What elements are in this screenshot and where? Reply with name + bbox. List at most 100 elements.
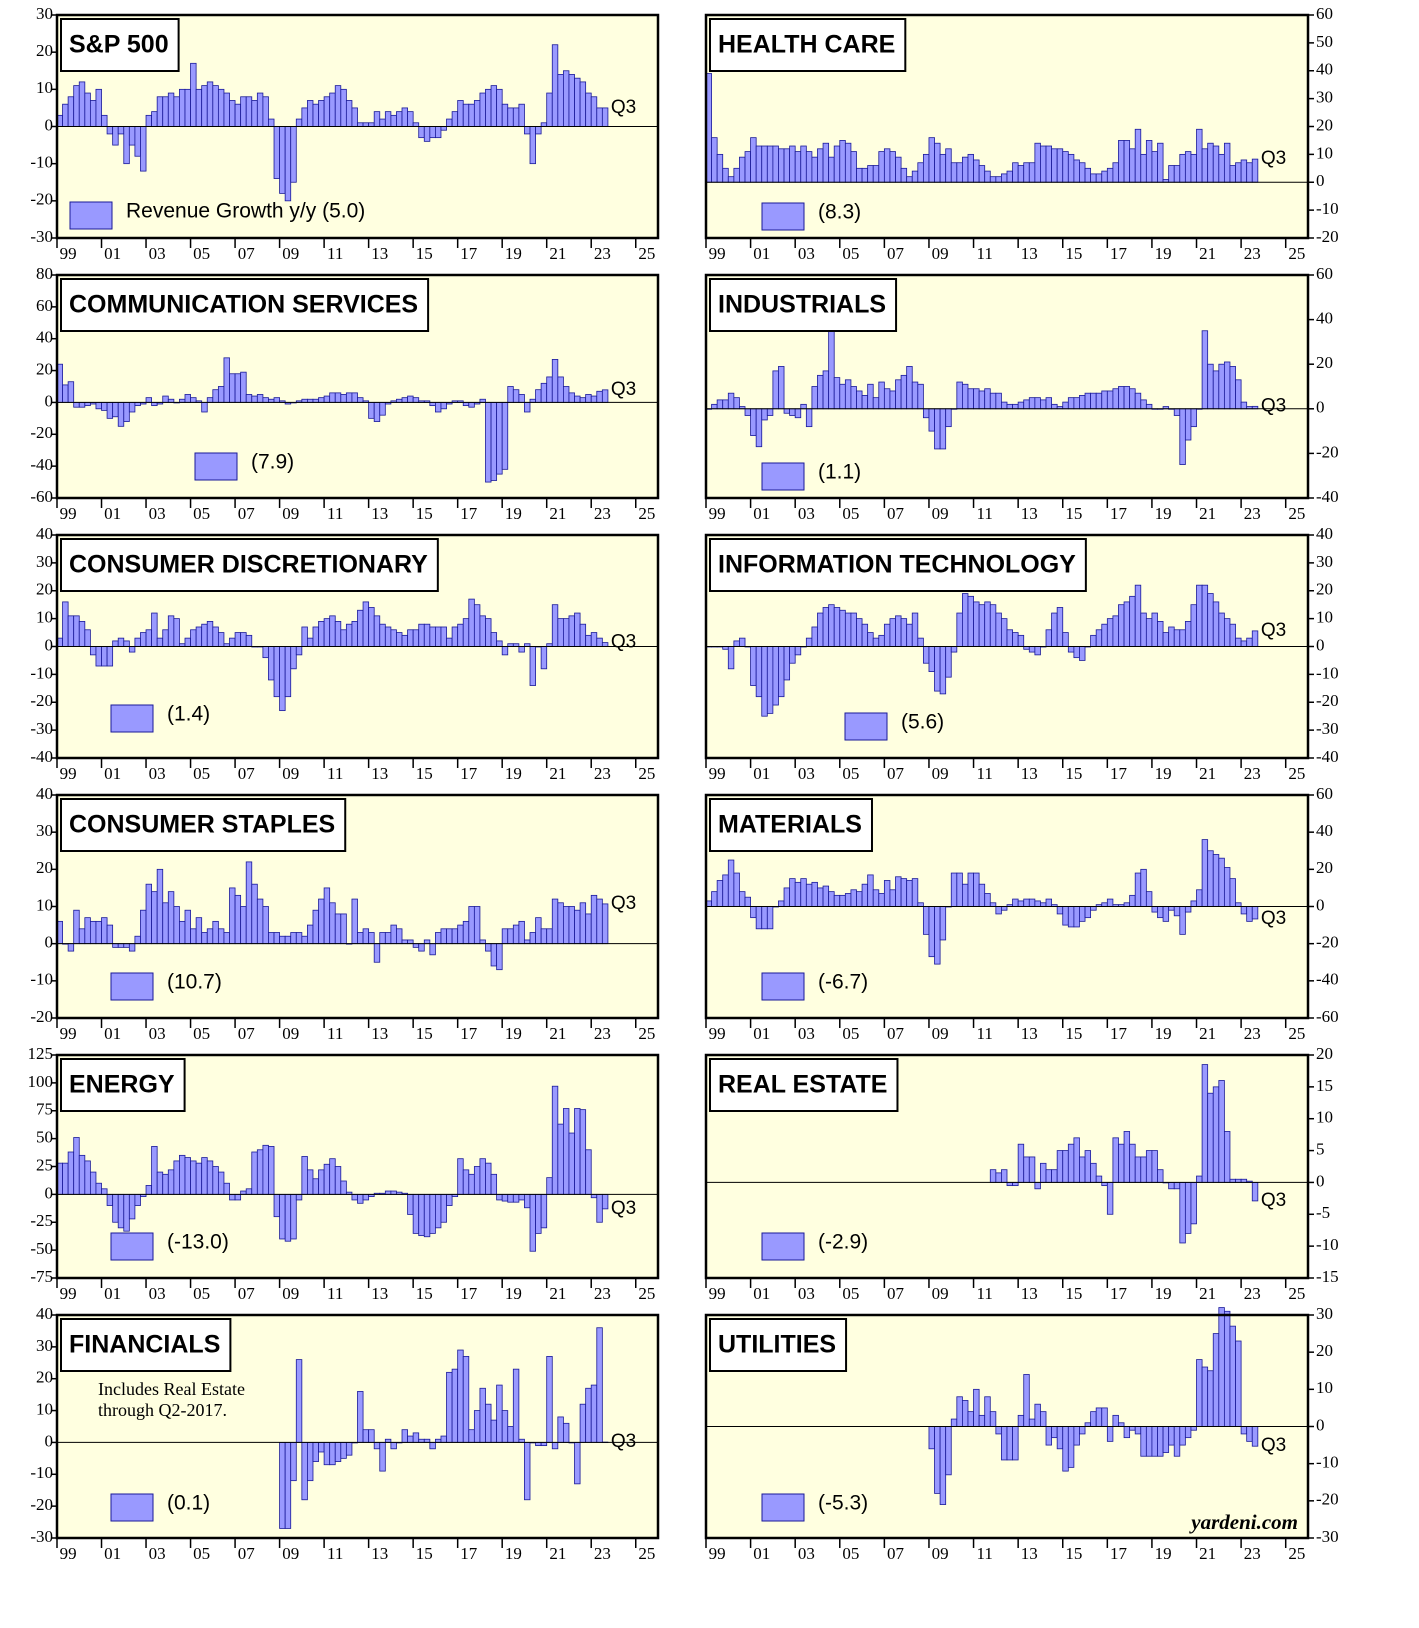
legend-swatch <box>761 972 805 1001</box>
bar <box>1084 167 1092 183</box>
bar <box>268 118 275 127</box>
bar <box>989 1411 997 1427</box>
x-tick-label: 99 <box>709 504 726 523</box>
x-tick-label: 11 <box>327 244 343 263</box>
x-tick-label: 11 <box>977 1284 993 1303</box>
bar <box>906 366 913 410</box>
bar <box>1173 408 1181 416</box>
bar <box>1045 145 1052 183</box>
bar <box>462 1169 470 1195</box>
bar <box>1129 1426 1136 1431</box>
x-tick-label: 99 <box>709 244 726 263</box>
bar <box>1212 601 1220 647</box>
bar <box>917 637 924 647</box>
bar <box>340 1180 347 1195</box>
bar <box>557 74 564 127</box>
panel: -30 -20 -10 0 10 20 30 40 99 01 03 05 07 09 11 13 15 17 19… <box>30 1304 660 1563</box>
bar <box>761 145 768 183</box>
bar <box>562 386 570 403</box>
bar <box>590 632 598 647</box>
x-tick-label: 19 <box>505 1024 522 1043</box>
bar <box>1190 408 1197 428</box>
bar <box>872 637 880 647</box>
bar <box>373 615 381 647</box>
bar <box>1123 140 1131 183</box>
x-tick-label: 13 <box>1021 1284 1038 1303</box>
bar <box>551 359 559 403</box>
bar <box>1067 153 1075 183</box>
bar <box>1179 629 1186 647</box>
legend-label: (-13.0) <box>167 1231 229 1254</box>
bar <box>1140 153 1147 183</box>
x-tick-label: 15 <box>416 1544 433 1563</box>
bar <box>179 920 186 945</box>
bar <box>883 880 891 907</box>
bar <box>412 397 420 403</box>
plot-frame <box>55 1053 660 1280</box>
panel: -30 -20 -10 0 10 20 30 99 01 03 05 07 09 11 13 15 17 19 21… <box>30 4 660 263</box>
x-tick-label: 17 <box>460 1284 478 1303</box>
x-tick-label: 21 <box>549 1024 566 1043</box>
bar <box>1090 392 1097 410</box>
bar <box>585 1387 592 1443</box>
bar <box>195 88 203 127</box>
bar <box>379 118 386 127</box>
bar <box>1006 403 1013 410</box>
bar <box>922 153 930 183</box>
y-tick-label: -20 <box>1316 227 1339 246</box>
y-tick-label: -20 <box>1316 1490 1339 1509</box>
x-tick-label: 07 <box>887 1024 905 1043</box>
bar <box>89 646 97 656</box>
bar <box>106 126 114 135</box>
bar <box>512 1193 520 1203</box>
bar <box>984 170 991 183</box>
bar <box>295 646 303 656</box>
plot-frame <box>55 1313 660 1540</box>
bar <box>440 126 447 131</box>
x-tick-label: 17 <box>1110 1284 1128 1303</box>
bar <box>1118 1422 1125 1427</box>
bar <box>1101 902 1108 907</box>
bar <box>727 392 735 410</box>
bar <box>1040 145 1047 183</box>
bar <box>234 632 242 647</box>
y-tick-label: 40 <box>1316 524 1333 543</box>
bar <box>479 615 486 647</box>
bar <box>1212 145 1220 183</box>
bar <box>362 122 370 127</box>
bar <box>1218 857 1225 907</box>
bar <box>524 1442 531 1501</box>
bar <box>446 1371 453 1443</box>
y-tick-label: -20 <box>30 423 53 442</box>
bar <box>1201 330 1209 410</box>
bar <box>934 646 941 692</box>
annotation: Q3 <box>611 632 636 653</box>
panel-title: HEALTH CARE <box>718 31 895 59</box>
bar <box>1201 1366 1209 1427</box>
bar <box>329 92 336 127</box>
bar <box>844 893 852 907</box>
bar <box>156 96 164 127</box>
bar <box>995 906 1002 915</box>
bar <box>1196 1175 1203 1183</box>
bar <box>750 137 757 183</box>
bar <box>1129 894 1136 907</box>
bar <box>1223 361 1231 410</box>
bar <box>546 1356 553 1443</box>
bar <box>123 1193 130 1232</box>
bar <box>761 408 768 421</box>
bar <box>867 383 874 410</box>
bar <box>368 1429 375 1443</box>
bar <box>251 100 258 127</box>
bar <box>312 1178 319 1195</box>
bar <box>1223 1310 1231 1427</box>
bar <box>562 1422 570 1443</box>
bar <box>357 932 364 945</box>
bar <box>984 893 991 907</box>
bar <box>1084 392 1092 410</box>
bar <box>1090 906 1097 911</box>
bar <box>973 872 980 907</box>
bar <box>312 103 319 127</box>
y-tick-label: -20 <box>30 190 53 209</box>
bar <box>229 887 236 945</box>
